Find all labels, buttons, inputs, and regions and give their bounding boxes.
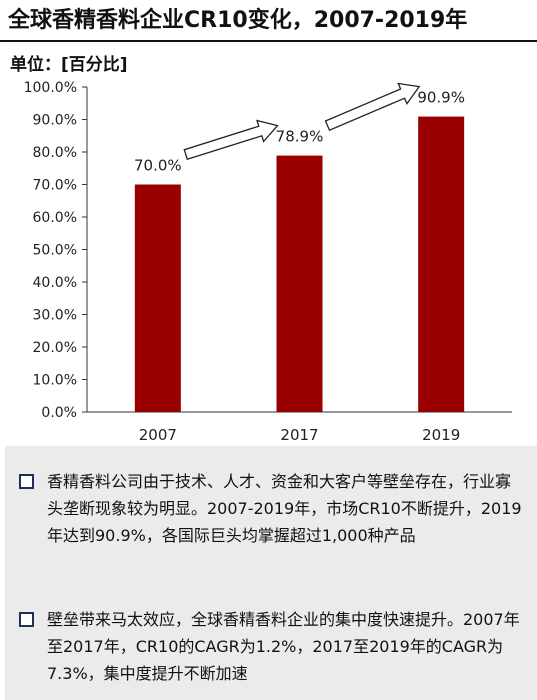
y-tick-label: 90.0% <box>33 113 77 129</box>
y-tick-label: 10.0% <box>33 373 77 389</box>
checkbox-bullet-icon <box>19 612 34 627</box>
checkbox-bullet-icon <box>19 474 34 489</box>
y-tick-label: 60.0% <box>33 210 77 226</box>
y-tick-label: 50.0% <box>33 243 77 259</box>
note-item: 香精香料公司由于技术、人才、资金和大客户等壁垒存在，行业寡头垄断现象较为明显。2… <box>19 468 524 549</box>
x-axis: 2007 2017 2019 <box>87 411 512 444</box>
bar-chart: 0.0% 10.0% 20.0% 30.0% 40.0% 50.0% 60.0% 70.0% 8… <box>24 80 512 444</box>
y-tick-label: 30.0% <box>33 308 77 324</box>
notes-panel: 香精香料公司由于技术、人才、资金和大客户等壁垒存在，行业寡头垄断现象较为明显。2… <box>5 446 537 700</box>
y-tick-label: 80.0% <box>33 145 77 161</box>
data-label: 70.0% <box>134 157 182 175</box>
y-tick-label: 20.0% <box>33 340 77 356</box>
trend-arrows <box>183 82 421 161</box>
trend-arrow-icon <box>324 82 421 132</box>
title-divider <box>0 40 537 42</box>
y-tick-label: 100.0% <box>24 80 77 96</box>
x-tick-label: 2017 <box>280 426 318 444</box>
note-text: 壁垒带来马太效应，全球香精香料企业的集中度快速提升。2007年至2017年，CR… <box>47 610 520 683</box>
unit-label: 单位：[百分比] <box>10 55 128 75</box>
note-item: 壁垒带来马太效应，全球香精香料企业的集中度快速提升。2007年至2017年，CR… <box>19 606 524 687</box>
x-tick-label: 2019 <box>422 426 460 444</box>
bar <box>276 155 323 412</box>
page-title: 全球香精香料企业CR10变化，2007-2019年 <box>8 8 468 33</box>
y-tick-label: 70.0% <box>33 178 77 194</box>
bar <box>134 184 181 412</box>
bars <box>134 116 465 412</box>
data-label: 90.9% <box>417 89 465 107</box>
data-label: 78.9% <box>276 128 324 146</box>
trend-arrow-icon <box>183 119 279 161</box>
x-tick-label: 2007 <box>139 426 177 444</box>
data-labels: 70.0% 78.9% 90.9% <box>134 89 465 175</box>
note-text: 香精香料公司由于技术、人才、资金和大客户等壁垒存在，行业寡头垄断现象较为明显。2… <box>47 472 522 545</box>
y-tick-label: 40.0% <box>33 275 77 291</box>
y-axis: 0.0% 10.0% 20.0% 30.0% 40.0% 50.0% 60.0% 70.0% 8… <box>24 80 88 421</box>
bar <box>418 116 465 412</box>
y-tick-label: 0.0% <box>41 405 77 421</box>
